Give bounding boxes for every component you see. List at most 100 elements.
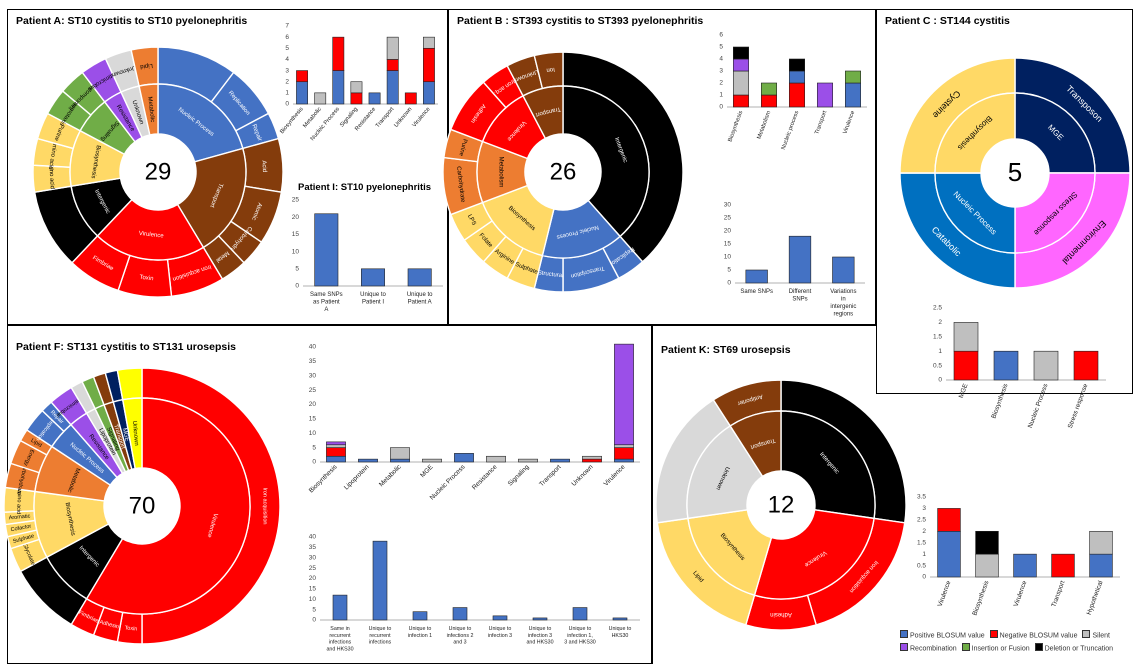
- x-tick-line: and HKS30: [526, 640, 553, 646]
- legend-item: Recombination: [900, 643, 957, 656]
- y-tick-label: 0.5: [933, 362, 942, 369]
- x-tick-label: Unique to infection 1, 3 and HKS30: [564, 626, 596, 646]
- x-tick-line: Same in: [330, 626, 349, 632]
- bar-segment: [613, 618, 627, 620]
- bar-segment: [408, 269, 431, 286]
- x-tick-line: Unique to: [449, 626, 472, 632]
- y-tick-label: 2: [938, 319, 942, 326]
- y-tick-label: 25: [724, 215, 732, 222]
- bar-segment: [373, 541, 387, 620]
- y-tick-label: 40: [309, 344, 317, 351]
- bar-segment: [733, 71, 748, 95]
- x-tick-line: recurrent: [369, 633, 391, 639]
- legend-swatch: [962, 643, 970, 651]
- bar-segment: [746, 270, 768, 283]
- legend: Positive BLOSUM value Negative BLOSUM va…: [900, 630, 1132, 655]
- bar-segment: [789, 59, 804, 71]
- center-count: 29: [145, 158, 172, 185]
- bar-segment: [1034, 351, 1058, 380]
- x-tick-line: Unique to: [609, 626, 632, 632]
- bar-segment: [614, 448, 633, 460]
- bar-segment: [1090, 531, 1113, 554]
- y-tick-label: 0: [295, 283, 299, 290]
- x-tick-label: Same in recurrent infections and HKS30: [326, 626, 353, 652]
- bar-segment: [1074, 351, 1098, 380]
- bar-segment: [413, 612, 427, 620]
- y-tick-label: 0: [938, 377, 942, 384]
- y-tick-label: 3.5: [917, 494, 926, 501]
- x-tick-line: infection 3: [488, 633, 512, 639]
- y-tick-label: 10: [309, 430, 317, 437]
- bar-segment: [938, 508, 961, 531]
- x-tick-label: Transport: [814, 110, 828, 136]
- x-tick-label: Transport: [1050, 580, 1066, 608]
- bar-segment: [976, 554, 999, 577]
- bar-segment: [387, 37, 398, 59]
- x-tick-line: regions: [833, 312, 853, 318]
- y-tick-label: 25: [309, 565, 317, 572]
- y-tick-label: 15: [724, 241, 732, 248]
- bar-segment: [614, 445, 633, 448]
- y-tick-label: 5: [312, 444, 316, 451]
- y-tick-label: 0: [727, 280, 731, 287]
- y-tick-label: 10: [292, 248, 300, 255]
- x-tick-line: A: [324, 307, 328, 313]
- y-tick-label: 0: [285, 101, 289, 108]
- y-tick-label: 25: [309, 387, 317, 394]
- bar-segment: [387, 71, 398, 104]
- legend-label: Positive BLOSUM value: [910, 633, 985, 640]
- bar-segment: [390, 459, 409, 462]
- legend-swatch: [900, 643, 908, 651]
- bar-segment: [454, 453, 473, 462]
- center-count: 12: [768, 491, 795, 518]
- x-tick-label: Unique to HKS30: [609, 626, 632, 639]
- x-tick-label: Unique to infection 3: [488, 626, 512, 639]
- y-tick-label: 35: [309, 358, 317, 365]
- y-tick-label: 1: [285, 90, 289, 97]
- y-tick-label: 5: [312, 606, 316, 613]
- y-tick-label: 5: [295, 266, 299, 273]
- x-tick-label: Different SNPs: [789, 289, 812, 303]
- x-tick-line: Unique to: [489, 626, 512, 632]
- y-tick-label: 2: [922, 528, 926, 535]
- legend-item: Negative BLOSUM value: [990, 630, 1078, 643]
- x-tick-line: Unique to: [407, 292, 433, 298]
- bar-segment: [423, 37, 434, 48]
- x-tick-line: Patient I: [362, 300, 384, 306]
- x-tick-label: Unique to recurrent infections: [369, 626, 392, 646]
- bar-segment: [845, 83, 860, 107]
- x-tick-label: Virulence: [842, 110, 856, 135]
- bar-segment: [817, 83, 832, 107]
- x-tick-label: Nucleic Process: [429, 463, 467, 501]
- bar-segment: [333, 595, 347, 620]
- x-tick-label: Biosynthesis: [279, 106, 305, 135]
- y-tick-label: 15: [309, 416, 317, 423]
- x-tick-line: infections: [369, 640, 392, 646]
- segment-label: Iron acquisition: [262, 488, 268, 525]
- y-tick-label: 3: [922, 505, 926, 512]
- bar-segment: [1014, 554, 1037, 577]
- x-tick-label: Same SNPs as Patient A: [310, 292, 343, 313]
- bar-segment: [422, 459, 441, 462]
- y-tick-label: 3: [719, 68, 723, 75]
- bar-segment: [954, 351, 978, 380]
- x-tick-line: infection 3: [528, 633, 552, 639]
- bar-segment: [733, 95, 748, 107]
- bar-segment: [369, 93, 380, 104]
- y-tick-label: 10: [724, 254, 732, 261]
- y-tick-label: 2: [285, 78, 289, 85]
- bar-segment: [582, 456, 601, 459]
- y-tick-label: 20: [292, 214, 300, 221]
- bar-segment: [390, 448, 409, 460]
- y-tick-label: 1.5: [933, 334, 942, 341]
- x-tick-label: Lipoprotein: [343, 463, 371, 491]
- y-tick-label: 2.5: [933, 305, 942, 312]
- y-tick-label: 0.5: [917, 562, 926, 569]
- x-tick-line: Same SNPs: [310, 292, 343, 298]
- y-tick-label: 4: [285, 56, 289, 63]
- bar-segment: [333, 71, 344, 104]
- x-tick-label: Stress response: [1067, 383, 1090, 430]
- y-tick-label: 1: [922, 551, 926, 558]
- y-tick-label: 1: [719, 92, 723, 99]
- legend-label: Recombination: [910, 645, 957, 652]
